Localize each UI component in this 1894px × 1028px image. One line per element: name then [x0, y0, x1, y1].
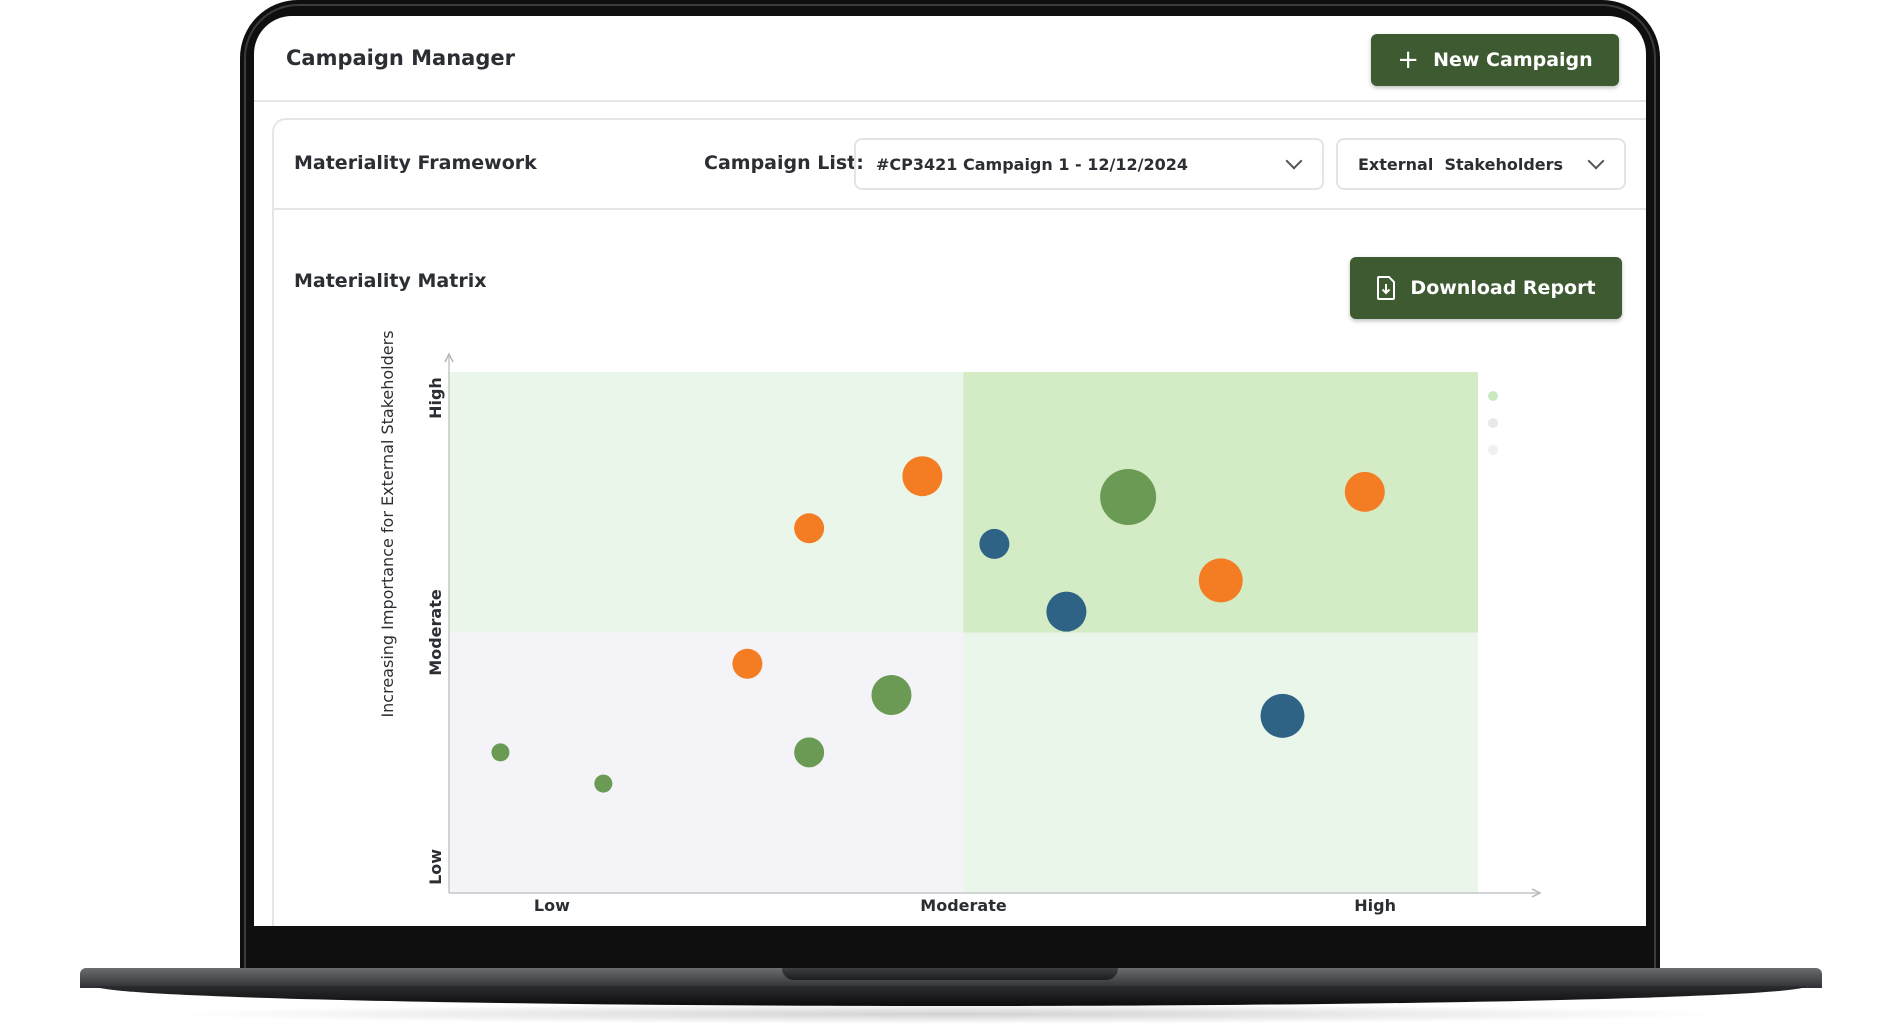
campaign-select[interactable]: #CP3421 Campaign 1 - 12/12/2024 — [854, 138, 1324, 190]
bubble-point — [1260, 693, 1305, 738]
legend-dot — [1488, 391, 1498, 401]
stakeholder-select[interactable]: External Stakeholders — [1336, 138, 1626, 190]
x-tick-label: Moderate — [920, 896, 1007, 915]
quadrant-top-left — [449, 372, 964, 633]
quadrant-bottom-right — [963, 632, 1478, 893]
laptop-shadow — [160, 1004, 1740, 1024]
bubble-point — [794, 737, 825, 768]
quadrant-bottom-left — [449, 632, 964, 893]
bubble-point — [1198, 558, 1243, 603]
y-tick-label: High — [426, 377, 445, 419]
plus-icon: + — [1397, 45, 1420, 75]
app-header: Campaign Manager + New Campaign — [254, 16, 1646, 102]
materiality-panel: Materiality Framework Campaign List: #CP… — [272, 118, 1646, 926]
y-tick-label: Moderate — [426, 589, 445, 676]
bubble-point — [1046, 591, 1087, 632]
bubble-point — [794, 513, 825, 544]
app-screen: Campaign Manager + New Campaign Material… — [254, 16, 1646, 926]
laptop-base-bottom — [96, 986, 1806, 1006]
legend-dot — [1488, 445, 1498, 455]
new-campaign-label: New Campaign — [1433, 49, 1593, 71]
x-axis-arrow — [1531, 888, 1542, 898]
app-title: Campaign Manager — [286, 46, 515, 70]
stakeholder-select-value: External Stakeholders — [1358, 154, 1564, 174]
laptop-notch — [782, 968, 1118, 980]
bubble-point — [491, 743, 510, 762]
bubble-point — [979, 528, 1010, 559]
download-report-label: Download Report — [1410, 277, 1596, 299]
framework-title: Materiality Framework — [294, 152, 537, 174]
bubble-point — [594, 774, 613, 793]
laptop-lid-edge — [244, 4, 1656, 974]
y-axis-label: Increasing Importance for External Stake… — [378, 330, 397, 717]
x-tick-label: High — [1354, 896, 1396, 915]
y-axis-arrow — [444, 352, 454, 363]
panel-header: Materiality Framework Campaign List: #CP… — [274, 120, 1646, 210]
file-download-icon — [1377, 276, 1396, 300]
y-tick-label: Low — [426, 849, 445, 885]
bubble-point — [1100, 469, 1157, 526]
materiality-matrix-chart: Low Moderate High Low Moderate High Increasin… — [378, 330, 1542, 915]
bubble-point — [1344, 471, 1385, 512]
campaign-select-value: #CP3421 Campaign 1 - 12/12/2024 — [876, 154, 1188, 174]
matrix-title: Materiality Matrix — [294, 270, 487, 292]
campaign-list-label: Campaign List: — [704, 152, 864, 174]
x-tick-label: Low — [534, 896, 570, 915]
legend-dot — [1488, 418, 1498, 428]
download-report-button[interactable]: Download Report — [1350, 257, 1622, 319]
bubble-point — [732, 648, 763, 679]
bubble-point — [902, 456, 943, 497]
bubble-point — [871, 675, 912, 716]
new-campaign-button[interactable]: + New Campaign — [1371, 34, 1619, 86]
